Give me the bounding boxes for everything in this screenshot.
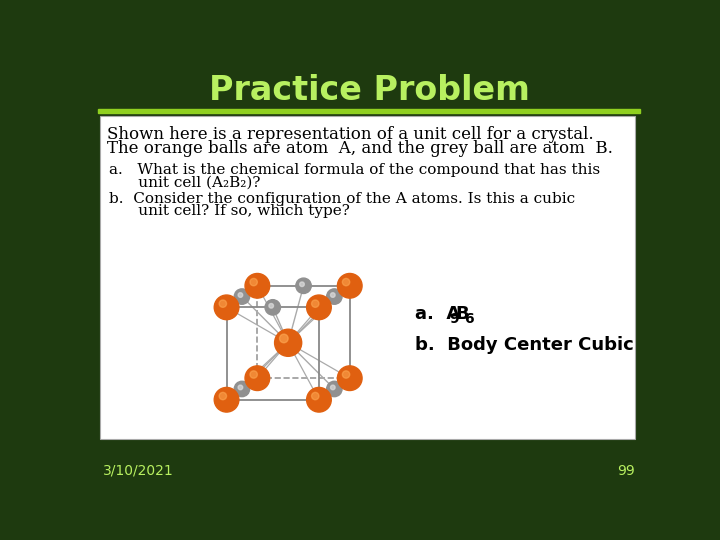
- Circle shape: [234, 381, 250, 397]
- Circle shape: [300, 282, 305, 287]
- Circle shape: [342, 371, 350, 378]
- Circle shape: [312, 393, 319, 400]
- Circle shape: [238, 293, 243, 298]
- Text: b.  Body Center Cubic: b. Body Center Cubic: [415, 336, 634, 354]
- Circle shape: [330, 293, 335, 298]
- Circle shape: [342, 279, 350, 286]
- Text: b.  Consider the configuration of the A atoms. Is this a cubic: b. Consider the configuration of the A a…: [109, 192, 575, 206]
- Bar: [98, 110, 640, 113]
- Circle shape: [269, 303, 274, 308]
- Bar: [99, 116, 634, 439]
- Circle shape: [219, 300, 227, 307]
- Circle shape: [274, 329, 302, 356]
- Text: B: B: [455, 305, 469, 323]
- Circle shape: [330, 385, 335, 390]
- Text: 9: 9: [449, 312, 459, 326]
- Text: a.   What is the chemical formula of the compound that has this: a. What is the chemical formula of the c…: [109, 164, 600, 177]
- Circle shape: [338, 366, 362, 390]
- Circle shape: [296, 278, 311, 294]
- Circle shape: [238, 385, 243, 390]
- Circle shape: [250, 279, 257, 286]
- Circle shape: [245, 366, 270, 390]
- Circle shape: [307, 295, 331, 320]
- Circle shape: [327, 289, 342, 304]
- Circle shape: [307, 387, 331, 412]
- Circle shape: [234, 289, 250, 304]
- Text: unit cell? If so, which type?: unit cell? If so, which type?: [109, 204, 350, 218]
- Circle shape: [250, 371, 257, 378]
- Circle shape: [219, 393, 227, 400]
- Text: 99: 99: [617, 464, 634, 478]
- Text: 3/10/2021: 3/10/2021: [104, 464, 174, 478]
- Text: a.  A: a. A: [415, 305, 461, 323]
- Text: Shown here is a representation of a unit cell for a crystal.: Shown here is a representation of a unit…: [107, 126, 594, 144]
- Circle shape: [327, 381, 342, 397]
- Circle shape: [265, 300, 281, 315]
- Text: The orange balls are atom  A, and the grey ball are atom  B.: The orange balls are atom A, and the gre…: [107, 140, 613, 157]
- Circle shape: [338, 273, 362, 298]
- Circle shape: [312, 300, 319, 307]
- Circle shape: [245, 273, 270, 298]
- Circle shape: [215, 387, 239, 412]
- Text: 6: 6: [464, 312, 473, 326]
- Text: Practice Problem: Practice Problem: [209, 74, 529, 107]
- Circle shape: [279, 334, 288, 343]
- Text: unit cell (A₂B₂)?: unit cell (A₂B₂)?: [109, 176, 260, 190]
- Circle shape: [215, 295, 239, 320]
